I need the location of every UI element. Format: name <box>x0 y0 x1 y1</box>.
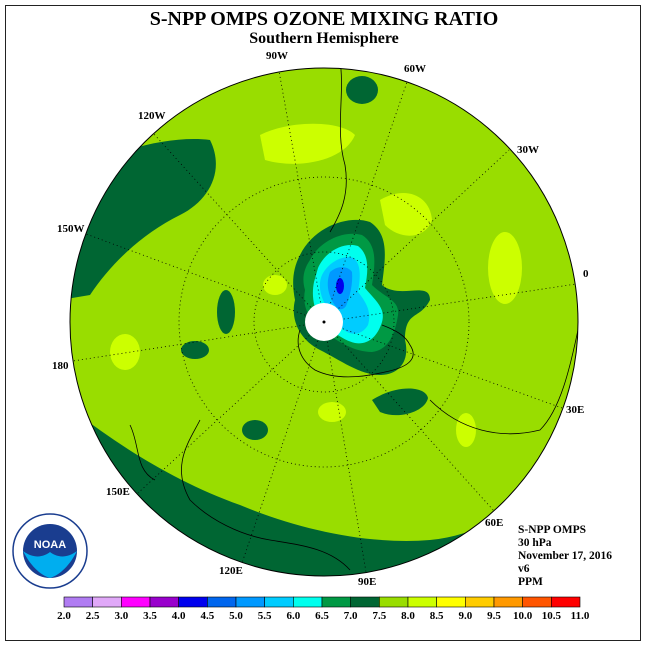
colorbar-swatch <box>92 596 122 608</box>
colorbar-tick-label: 10.5 <box>542 610 562 622</box>
coast-nz <box>129 424 156 481</box>
patch-west-2 <box>181 341 209 359</box>
info-date: November 17, 2016 <box>518 550 613 562</box>
coast-antarctica <box>297 324 414 378</box>
colorbar-tick-label: 3.0 <box>114 610 128 622</box>
colorbar-tick-label: 6.0 <box>286 610 300 622</box>
coast-south-america <box>329 68 347 233</box>
map-subtitle: Southern Hemisphere <box>249 30 399 47</box>
colorbar-swatch <box>293 596 323 608</box>
map-title: S-NPP OMPS OZONE MIXING RATIO <box>149 8 499 30</box>
colorbar-tick-label: 3.5 <box>143 610 157 622</box>
latitude-circles <box>178 176 470 468</box>
info-pressure: 30 hPa <box>518 537 552 549</box>
colorbar-swatch <box>235 596 265 608</box>
lon-label-30e: 30E <box>566 404 585 416</box>
colorbar-swatch <box>321 596 351 608</box>
colorbar-swatch <box>121 596 151 608</box>
colorbar-swatch <box>63 596 93 608</box>
patch-west <box>217 290 235 334</box>
lon-label-120e: 120E <box>219 565 243 577</box>
colorbar-swatch <box>149 596 179 608</box>
coast-africa <box>429 319 578 435</box>
south-pole-marker <box>322 320 326 324</box>
colorbar-tick-label: 5.5 <box>258 610 272 622</box>
noaa-logo: NOAA <box>12 513 88 589</box>
colorbar-swatch <box>407 596 437 608</box>
noaa-logo-text: NOAA <box>34 539 66 551</box>
colorbar-swatch <box>207 596 237 608</box>
colorbar-swatch <box>522 596 552 608</box>
colorbar-tick-label: 4.5 <box>200 610 214 622</box>
ozone-minimum <box>336 278 344 294</box>
colorbar-swatch <box>379 596 409 608</box>
colorbar-swatch <box>551 596 581 608</box>
patch-south <box>242 420 268 440</box>
info-instrument: S-NPP OMPS <box>518 524 587 536</box>
colorbar-swatch <box>178 596 208 608</box>
colorbar-swatch <box>465 596 495 608</box>
product-info: S-NPP OMPS 30 hPa November 17, 2016 v6 P… <box>518 524 612 589</box>
colorbar-swatch <box>350 596 380 608</box>
coast-australia <box>181 419 351 571</box>
patch-south-east <box>372 388 428 416</box>
colorbar-swatch <box>264 596 294 608</box>
colorbar-tick-label: 4.0 <box>172 610 186 622</box>
colorbar-swatch <box>436 596 466 608</box>
low-patch-center <box>263 275 287 295</box>
colorbar-tick-label: 2.5 <box>86 610 100 622</box>
lon-label-150e: 150E <box>106 486 130 498</box>
lon-label-60e: 60E <box>485 517 504 529</box>
lon-label-60w: 60W <box>404 63 426 75</box>
low-patch-north <box>260 123 355 164</box>
map-boundary <box>69 67 579 577</box>
colorbar-tick-label: 2.0 <box>57 610 71 622</box>
lon-label-120w: 120W <box>138 110 166 122</box>
low-patch-se <box>456 413 476 447</box>
lon-label-0: 0 <box>583 268 589 280</box>
colorbar-tick-label: 7.5 <box>372 610 386 622</box>
colorbar-tick-label: 10.0 <box>513 610 533 622</box>
colorbar-tick-label: 8.0 <box>401 610 415 622</box>
low-patch-south <box>318 402 346 422</box>
colorbar-tick-label: 5.0 <box>229 610 243 622</box>
colorbar-tick-label: 6.5 <box>315 610 329 622</box>
colorbar-tick-label: 9.5 <box>487 610 501 622</box>
low-patch-west <box>110 334 140 370</box>
info-version: v6 <box>518 563 530 575</box>
lon-label-90e: 90E <box>358 576 377 588</box>
lon-label-90w: 90W <box>266 50 288 62</box>
lon-label-30w: 30W <box>517 144 539 156</box>
colorbar-tick-label: 8.5 <box>430 610 444 622</box>
colorbar-tick-label: 7.0 <box>344 610 358 622</box>
colorbar-tick-label: 9.0 <box>458 610 472 622</box>
low-patch-ne <box>380 192 432 236</box>
figure-frame <box>5 5 641 641</box>
lon-label-180: 180 <box>52 360 69 372</box>
meridians <box>72 70 577 573</box>
lon-label-150w: 150W <box>57 223 85 235</box>
info-units: PPM <box>518 576 543 588</box>
colorbar-tick-label: 11.0 <box>571 610 590 622</box>
colorbar-swatch <box>493 596 523 608</box>
patch-north <box>346 76 378 104</box>
low-patch-east <box>488 232 522 304</box>
